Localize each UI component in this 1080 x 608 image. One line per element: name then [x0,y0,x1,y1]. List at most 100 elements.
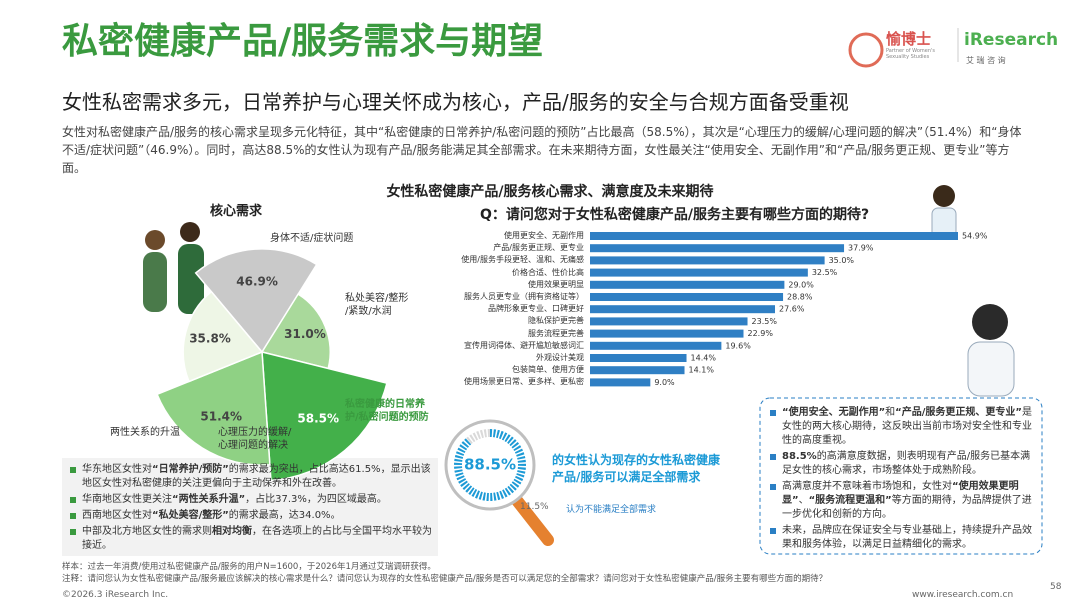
value-label: 35.0% [829,256,855,265]
bar-category: 使用/服务手段更轻、温和、无痛感 [461,255,584,265]
logo-company: iResearch [964,30,1059,50]
text: 、 [798,495,809,506]
bold-text: “私处美容/整形” [152,510,229,521]
section-title: 女性私密健康产品/服务核心需求、满意度及未来期待 [386,184,714,200]
text: 华东地区女性对 [82,464,152,475]
rose-slice [156,350,271,466]
bullet: 华南地区女性更关注“两性关系升温”，占比37.3%，为四区域最高。 [70,493,432,507]
figure-head [145,230,165,250]
text: 西南地区女性对 [82,510,152,521]
insights: “使用安全、无副作用”和“产品/服务更正规、更专业”是女性的两大核心期待，这反映… [770,406,1034,554]
bullet: 未来，品牌应在保证安全与专业基础上，持续提升产品效果和服务体验，以满足日益精细化… [770,524,1034,552]
value-label: 23.5% [752,317,778,326]
website: www.iresearch.com.cn [912,590,1014,600]
donut-arc [466,429,491,445]
bold-text: “服务流程更温和” [808,495,892,506]
value-label: 35.8% [189,332,231,346]
donut-arc [454,429,526,501]
doctor-body [967,341,1015,397]
value-label: 46.9% [236,275,278,289]
value-label: 27.6% [779,305,805,314]
rose-slice [261,351,388,482]
bar [590,293,784,301]
bar [590,354,687,362]
rose-slice [260,293,331,370]
logo-tagline: Partner of Women's Sexuality Studies [886,48,935,60]
bar-category: 产品/服务更正规、更专业 [493,243,584,253]
text: 的需求最高，达34.0%。 [228,510,341,521]
bold-text: “日常养护/预防” [152,464,229,475]
page-title: 私密健康产品/服务需求与期望 [62,21,544,62]
donut-category: 认为不能满足全部需求 [566,505,657,515]
text: 是女性的两大核心期待，这反映出当前市场对安全性和专业性的高度重视。 [782,407,1032,446]
bar-category: 品牌形象更专业、口碑更好 [488,304,584,314]
text: ，占比37.3%，为四区域最高。 [245,494,387,505]
footer-note: 注释：请问您认为女性私密健康产品/服务最应该解决的核心需求是什么？请问您认为现存… [62,574,828,584]
donut-value: 11.5% [520,502,549,512]
bar [590,305,776,314]
bar-category: 服务人员更专业（拥有资格证等） [464,292,584,301]
bullet: 华东地区女性对“日常养护/预防”的需求最为突出，占比高达61.5%，显示出该地区… [70,463,432,491]
footer-sample: 样本：过去一年消费/使用过私密健康产品/服务的用户N=1600，于2026年1月… [62,562,436,572]
value-label: 28.8% [787,293,813,302]
notes-box [62,458,438,556]
text: ，在各选项上的占比与全国平均水平较为接近。 [82,526,432,551]
bold-text: “使用效果更明显” [782,481,1019,506]
bold-text: “产品/服务更正规、更专业” [895,407,1022,418]
bullet: 西南地区女性对“私处美容/整形”的需求最高，达34.0%。 [70,509,432,523]
text: 等方面的期待，为品牌提供了进一步优化和创新的方向。 [782,495,1032,520]
bar-category: 隐私保护更完善 [528,316,584,326]
text: 的需求最为突出，占比高达61.5%，显示出该地区女性对私密健康的关注更偏向于主动… [82,464,431,489]
bar-title: Q：请问您对于女性私密健康产品/服务主要有哪些方面的期待? [480,207,870,223]
logo-company-cn: 艾 瑞 咨 询 [966,56,1006,65]
bar-category: 使用场景更日常、更多样、更私密 [464,377,584,387]
donut-category: 的女性认为现存的女性私密健康 产品/服务可以满足全部需求 [552,453,721,484]
bold-text: “使用安全、无副作用” [782,407,886,418]
insight-box [759,397,1043,555]
rose-slice [182,290,264,383]
value-label: 37.9% [848,244,874,253]
bold-text: 相对均衡 [212,526,252,537]
category-label: 私密健康的日常养 护/私密问题的预防 [345,399,429,423]
text: 华南地区女性更关注 [82,494,172,505]
bold-text: 88.5% [782,451,817,462]
value-label: 9.0% [654,378,675,387]
bar [590,280,785,289]
text: 未来，品牌应在保证安全与专业基础上，持续提升产品效果和服务体验，以满足日益精细化… [782,525,1032,550]
magnifier-handle [509,492,554,546]
value-label: 58.5% [297,412,339,426]
bullet: 88.5%的高满意度数据，则表明现有产品/服务已基本满足女性的核心需求，市场整体… [770,450,1034,478]
bullet: “使用安全、无副作用”和“产品/服务更正规、更专业”是女性的两大核心期待，这反映… [770,406,1034,448]
category-label: 心理压力的缓解/ 心理问题的解决 [218,427,292,451]
value-label: 19.6% [725,341,751,350]
bar [590,268,808,277]
value-label: 29.0% [788,280,814,289]
figure-body [178,244,204,314]
logo-brand: 愉博士 [886,30,932,48]
category-label: 私处美容/整形 /紧致/水润 [345,293,409,317]
text: 中部及北方地区女性的需求则 [82,526,212,537]
doctor-head [933,185,955,207]
copyright: ©2026.3 iResearch Inc. [62,590,169,600]
bar [590,341,722,350]
value-label: 31.0% [284,327,326,341]
rose-slice [194,248,318,354]
category-label: 身体不适/症状问题 [270,233,354,244]
bar [590,329,744,338]
bar [590,317,748,326]
text: 和 [885,407,896,418]
figure-head [180,222,200,242]
bar-category: 服务流程更完善 [528,328,584,338]
summary: 女性对私密健康产品/服务的核心需求呈现多元化特征，其中“私密健康的日常养护/私密… [62,125,1022,175]
text: 高满意度并不意味着市场饱和，女性对 [782,481,952,492]
value-label: 54.9% [962,232,988,241]
category-label: 两性关系的升温 [110,427,180,438]
bar-category: 外观设计美观 [536,353,584,362]
value-label: 14.1% [689,366,715,375]
bar [590,232,958,240]
bar [590,244,845,253]
doctor-head [972,304,1008,340]
bar [590,366,685,375]
